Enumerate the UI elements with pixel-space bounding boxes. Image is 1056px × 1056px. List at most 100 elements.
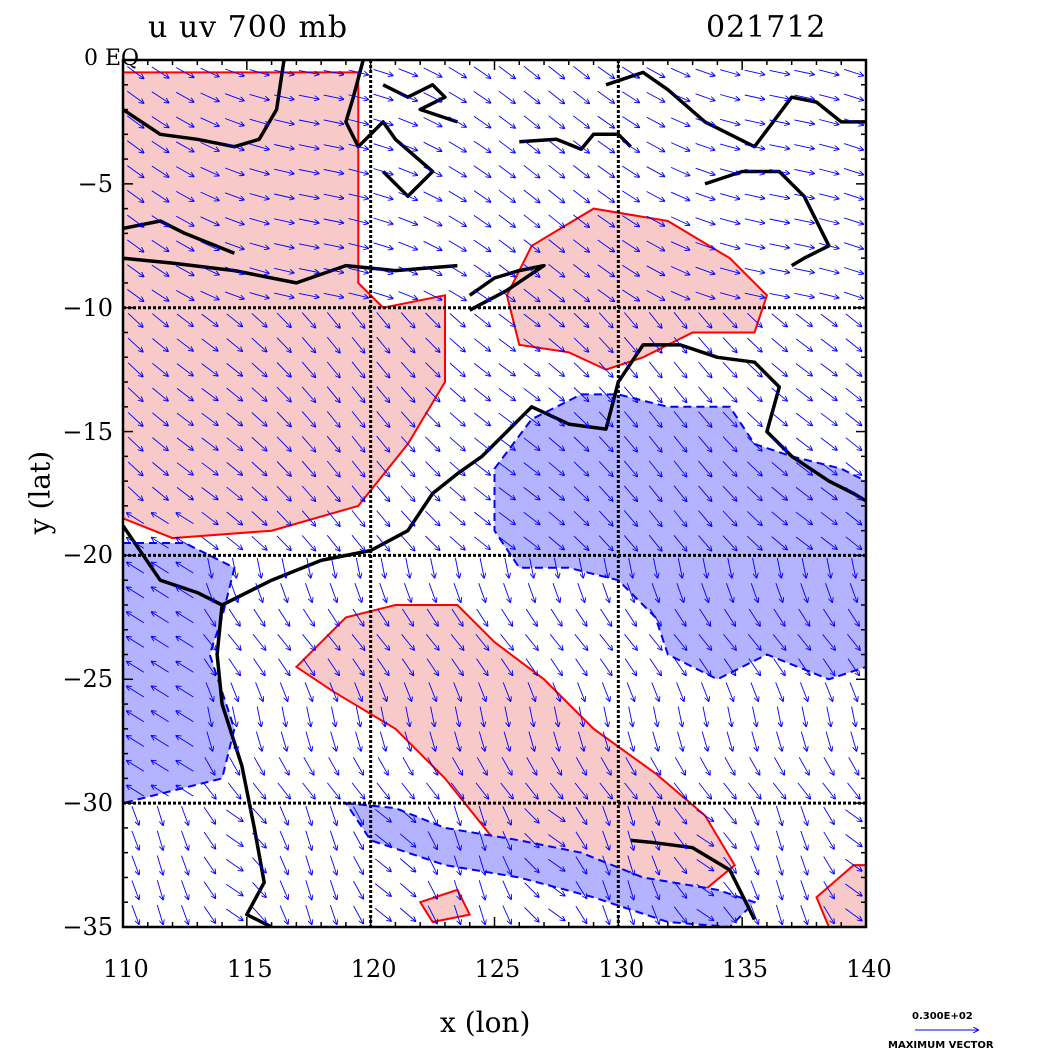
wind-vector: [649, 658, 661, 676]
negative-region-2: [343, 801, 757, 927]
wind-vector: [746, 486, 762, 501]
wind-vector: [200, 265, 219, 274]
wind-vector: [204, 757, 215, 774]
wind-vector: [527, 682, 535, 701]
wind-vector: [801, 706, 806, 727]
wind-vector: [152, 462, 168, 475]
wind-vector: [448, 240, 466, 251]
wind-vector: [523, 65, 540, 78]
wind-vector: [673, 906, 686, 923]
wind-vector: [744, 168, 765, 173]
wind-vector: [744, 94, 765, 99]
wind-vector: [428, 583, 436, 602]
wind-vector: [276, 510, 291, 525]
wind-vector: [797, 634, 811, 650]
wind-vector: [251, 511, 267, 526]
wind-vector: [423, 92, 442, 102]
wind-vector: [127, 513, 145, 524]
wind-vector: [201, 536, 218, 549]
wind-vector: [278, 757, 289, 774]
wind-vector: [550, 608, 562, 626]
wind-vector: [696, 908, 714, 920]
wind-vector: [274, 243, 294, 248]
wind-vector: [429, 731, 436, 751]
wind-vector: [673, 832, 686, 848]
wind-vector: [478, 731, 485, 751]
wind-vector: [722, 411, 737, 427]
wind-vector: [623, 436, 637, 451]
wind-vector: [449, 536, 465, 549]
wind-vector: [474, 511, 490, 524]
wind-vector: [698, 336, 712, 352]
wind-vector: [327, 658, 339, 676]
wind-vector: [670, 241, 689, 250]
wind-vector: [200, 166, 219, 175]
wind-vector: [819, 242, 838, 248]
wind-vector: [845, 363, 862, 376]
wind-vector: [398, 192, 418, 201]
wind-vector: [823, 806, 834, 824]
wind-vector: [478, 805, 485, 825]
wind-vector: [449, 362, 465, 376]
wind-vector: [448, 141, 466, 152]
wind-vector: [819, 94, 838, 100]
wind-vector: [524, 832, 539, 847]
wind-vector: [598, 386, 613, 402]
wind-vector: [523, 313, 540, 326]
wind-vector: [473, 91, 491, 103]
wind-vector: [326, 386, 340, 403]
wind-vector: [695, 118, 715, 126]
wind-vector: [695, 291, 715, 299]
wind-vector: [626, 682, 634, 701]
wind-vector: [648, 435, 662, 452]
wind-vector: [301, 436, 315, 451]
wind-vector: [523, 189, 540, 202]
wind-vector: [279, 830, 288, 849]
wind-vector: [673, 881, 686, 898]
wind-vector: [774, 757, 784, 774]
wind-vector: [771, 412, 787, 426]
wind-vector: [627, 731, 634, 751]
wind-vector: [695, 217, 715, 225]
wind-vector: [771, 536, 787, 550]
wind-vector: [151, 239, 169, 251]
wind-vector: [425, 535, 440, 550]
wind-vector: [602, 905, 610, 924]
wind-vector: [823, 881, 834, 898]
wind-vector: [427, 831, 437, 849]
wind-vector: [523, 140, 540, 153]
wind-vector: [427, 855, 437, 874]
wind-vector: [351, 460, 365, 477]
wind-vector: [800, 731, 807, 751]
wind-vector: [798, 658, 810, 676]
wind-vector: [427, 905, 437, 924]
wind-vector: [152, 637, 169, 648]
wind-vector: [176, 637, 194, 648]
wind-vector: [449, 461, 465, 475]
wind-vector: [824, 682, 832, 701]
wind-vector: [775, 904, 782, 924]
wind-vector: [351, 782, 364, 799]
wind-vector: [845, 511, 862, 525]
wind-vector: [176, 437, 193, 450]
wind-vector: [597, 264, 614, 277]
wind-vector: [226, 363, 243, 376]
wind-vector: [822, 634, 836, 650]
coastline-1: [221, 343, 866, 607]
wind-vector: [276, 312, 291, 327]
negative-region-0: [493, 393, 866, 681]
wind-vector: [376, 510, 390, 526]
wind-vector: [622, 240, 639, 251]
wind-vector: [373, 68, 393, 75]
wind-vector: [152, 563, 169, 574]
wind-vector: [602, 731, 609, 751]
wind-vector: [377, 608, 389, 626]
wind-vector: [227, 634, 241, 650]
wind-vector: [548, 239, 565, 253]
wind-vector: [476, 608, 488, 626]
wind-vector: [794, 292, 814, 297]
wind-vector: [769, 218, 790, 223]
wind-vector: [401, 634, 415, 650]
wind-vector: [400, 436, 414, 452]
